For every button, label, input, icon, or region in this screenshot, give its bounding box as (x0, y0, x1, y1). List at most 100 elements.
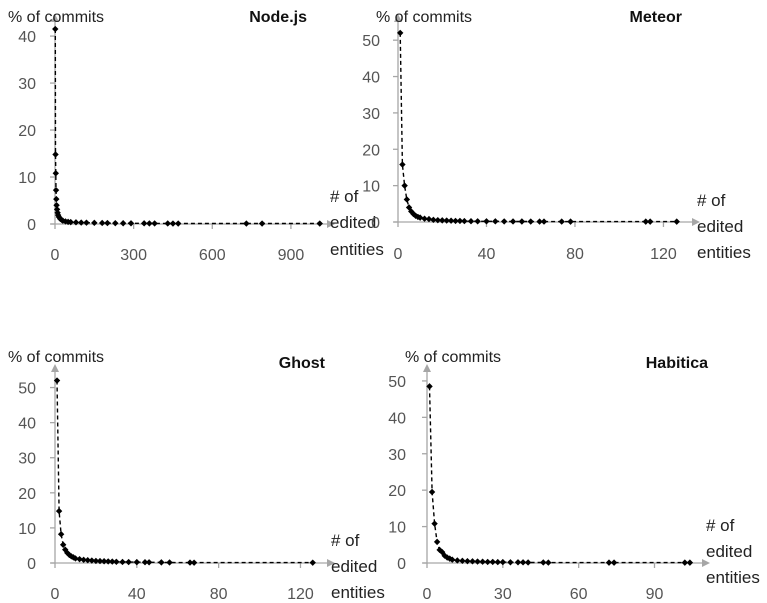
data-point (133, 558, 141, 566)
x-tick-label: 30 (494, 586, 512, 603)
chart-panel-meteor: 0 10 20 30 40 50 0 40 80 120 % of commits Meteor # o… (362, 9, 751, 263)
data-point (540, 559, 547, 566)
x-tick-label: 80 (566, 246, 584, 263)
data-point (558, 218, 565, 225)
data-point (186, 559, 194, 566)
data-point (83, 219, 90, 226)
x-tick-label: 600 (199, 247, 226, 264)
data-point (474, 218, 481, 225)
y-tick-label: 50 (388, 374, 406, 391)
y-tick-label: 0 (397, 556, 406, 573)
axis-arrowhead (327, 220, 335, 228)
data-point (119, 558, 126, 566)
data-point (119, 220, 127, 227)
x-axis-label-line: entities (697, 243, 751, 262)
data-point (447, 217, 455, 224)
data-point (125, 558, 132, 566)
data-point (64, 549, 71, 557)
data-point (258, 220, 266, 227)
y-tick-label: 0 (27, 217, 36, 234)
data-point (527, 218, 534, 225)
data-point (72, 555, 79, 562)
axis-arrowhead (423, 364, 431, 372)
data-point (426, 383, 433, 390)
data-point (127, 220, 135, 227)
data-point (88, 557, 96, 564)
data-point (112, 219, 119, 227)
y-tick-label: 50 (18, 381, 36, 398)
axis-arrowhead (51, 364, 59, 372)
data-point (67, 218, 74, 226)
chart-title: Node.js (249, 9, 307, 26)
data-point (431, 520, 438, 527)
data-point (536, 218, 543, 225)
data-point (686, 559, 694, 566)
data-point (53, 377, 61, 384)
data-point (78, 219, 85, 226)
chart-title: Habitica (646, 355, 708, 372)
series-line (54, 28, 320, 225)
y-tick-label: 40 (18, 29, 36, 46)
data-point (145, 559, 153, 566)
axis-arrowhead (51, 14, 59, 22)
data-point (519, 559, 527, 566)
data-point (109, 558, 116, 565)
x-tick-label: 300 (120, 247, 147, 264)
data-point (76, 555, 83, 563)
data-point (57, 531, 65, 538)
data-point (104, 219, 111, 227)
data-point (316, 220, 323, 227)
data-point (92, 557, 100, 565)
y-axis-label: % of commits (405, 349, 501, 366)
data-point (479, 558, 486, 565)
x-tick-label: 900 (278, 247, 305, 264)
data-point (169, 220, 177, 227)
x-tick-label: 90 (646, 586, 664, 603)
data-point (467, 218, 475, 225)
data-point (59, 541, 67, 548)
axis-arrowhead (394, 14, 402, 22)
chart-panel-habitica: 0 10 20 30 40 50 0 30 60 90 % of commits Habitica # … (388, 349, 760, 603)
data-point (461, 217, 468, 225)
data-point (72, 219, 80, 226)
data-point (428, 488, 436, 496)
x-tick-label: 120 (287, 586, 314, 603)
y-tick-label: 30 (388, 447, 406, 464)
y-tick-label: 20 (18, 123, 36, 140)
y-tick-label: 40 (18, 416, 36, 433)
data-point (464, 557, 471, 565)
data-point (416, 214, 424, 221)
data-point (681, 559, 689, 566)
data-point (175, 220, 182, 227)
x-axis-label-line: # of (330, 187, 359, 206)
data-point (55, 507, 63, 515)
data-point (494, 558, 501, 566)
data-point (146, 220, 153, 227)
y-tick-label: 30 (18, 76, 36, 93)
data-point (62, 546, 69, 553)
data-point (540, 218, 548, 225)
data-point (403, 196, 411, 203)
data-point (474, 558, 481, 565)
data-point (433, 538, 441, 546)
data-point (646, 218, 654, 225)
data-point (158, 559, 165, 566)
data-point (53, 202, 60, 209)
y-tick-label: 10 (362, 179, 380, 196)
data-point (421, 215, 428, 222)
data-point (443, 217, 450, 224)
chart-title: Ghost (279, 355, 326, 372)
data-point (489, 558, 496, 566)
x-tick-label: 120 (650, 246, 677, 263)
y-tick-label: 10 (388, 520, 406, 537)
y-tick-label: 40 (362, 70, 380, 87)
data-point (610, 559, 618, 566)
data-point (567, 218, 574, 225)
y-tick-label: 0 (27, 556, 36, 573)
data-point (100, 558, 108, 565)
data-point (52, 25, 59, 33)
axis-arrowhead (692, 218, 700, 226)
data-point (52, 170, 59, 177)
